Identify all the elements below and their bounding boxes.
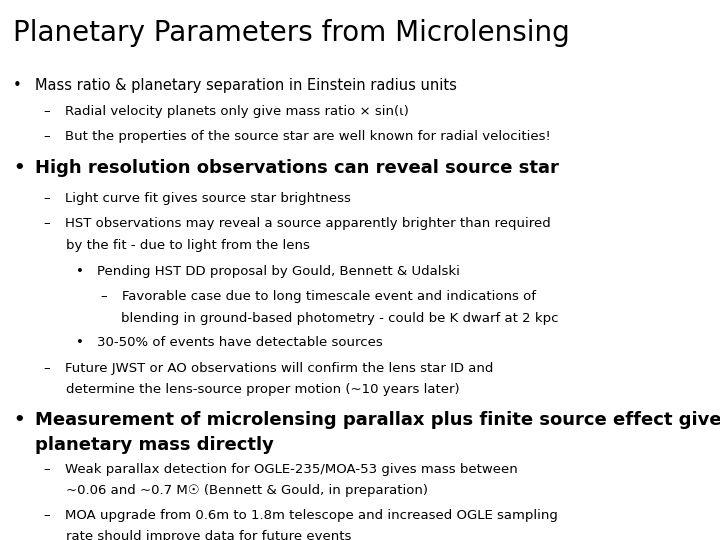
Text: MOA upgrade from 0.6m to 1.8m telescope and increased OGLE sampling: MOA upgrade from 0.6m to 1.8m telescope …	[65, 509, 558, 522]
Text: –: –	[43, 105, 50, 118]
Text: rate should improve data for future events: rate should improve data for future even…	[66, 530, 351, 540]
Text: But the properties of the source star are well known for radial velocities!: But the properties of the source star ar…	[65, 130, 551, 143]
Text: –: –	[43, 509, 50, 522]
Text: High resolution observations can reveal source star: High resolution observations can reveal …	[35, 159, 559, 177]
Text: Future JWST or AO observations will confirm the lens star ID and: Future JWST or AO observations will conf…	[65, 362, 493, 375]
Text: Favorable case due to long timescale event and indications of: Favorable case due to long timescale eve…	[122, 290, 536, 303]
Text: 30-50% of events have detectable sources: 30-50% of events have detectable sources	[97, 336, 383, 349]
Text: –: –	[43, 217, 50, 230]
Text: HST observations may reveal a source apparently brighter than required: HST observations may reveal a source app…	[65, 217, 551, 230]
Text: –: –	[43, 130, 50, 143]
Text: Measurement of microlensing parallax plus finite source effect gives: Measurement of microlensing parallax plu…	[35, 411, 720, 429]
Text: –: –	[43, 463, 50, 476]
Text: Radial velocity planets only give mass ratio × sin(ι): Radial velocity planets only give mass r…	[65, 105, 409, 118]
Text: ~0.06 and ~0.7 M☉ (Bennett & Gould, in preparation): ~0.06 and ~0.7 M☉ (Bennett & Gould, in p…	[66, 484, 428, 497]
Text: •: •	[13, 78, 22, 93]
Text: –: –	[43, 362, 50, 375]
Text: •: •	[76, 265, 84, 278]
Text: by the fit - due to light from the lens: by the fit - due to light from the lens	[66, 239, 310, 252]
Text: blending in ground-based photometry - could be K dwarf at 2 kpc: blending in ground-based photometry - co…	[121, 312, 559, 325]
Text: •: •	[13, 159, 24, 177]
Text: •: •	[13, 411, 24, 429]
Text: Weak parallax detection for OGLE-235/MOA-53 gives mass between: Weak parallax detection for OGLE-235/MOA…	[65, 463, 518, 476]
Text: planetary mass directly: planetary mass directly	[35, 436, 274, 454]
Text: Mass ratio & planetary separation in Einstein radius units: Mass ratio & planetary separation in Ein…	[35, 78, 456, 93]
Text: Light curve fit gives source star brightness: Light curve fit gives source star bright…	[65, 192, 351, 205]
Text: Pending HST DD proposal by Gould, Bennett & Udalski: Pending HST DD proposal by Gould, Bennet…	[97, 265, 460, 278]
Text: –: –	[101, 290, 107, 303]
Text: –: –	[43, 192, 50, 205]
Text: •: •	[76, 336, 84, 349]
Text: determine the lens-source proper motion (~10 years later): determine the lens-source proper motion …	[66, 383, 460, 396]
Text: Planetary Parameters from Microlensing: Planetary Parameters from Microlensing	[13, 19, 570, 47]
